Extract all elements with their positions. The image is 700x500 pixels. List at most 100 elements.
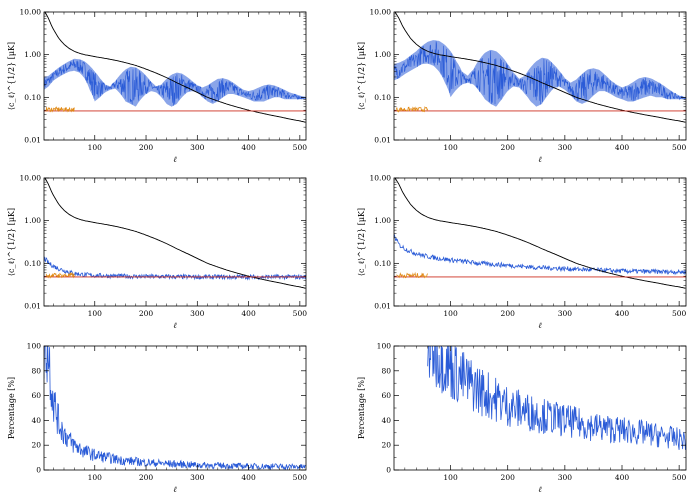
x-tick-label: 500 xyxy=(672,473,687,482)
series-p1-1 xyxy=(44,12,306,123)
axes-frame-p4 xyxy=(393,177,687,307)
x-tick-label: 300 xyxy=(558,143,573,152)
y-tick-label: 80 xyxy=(381,366,391,375)
y-tick-label: 1.00 xyxy=(374,50,391,59)
y-tick-label: 20 xyxy=(381,441,391,450)
plot-area-p1 xyxy=(44,12,306,123)
series-p2-0-line xyxy=(394,41,686,105)
axes-frame-p2 xyxy=(393,11,687,141)
y-axis-label: ⟨c_ℓ⟩^{1/2} [μK] xyxy=(7,208,16,276)
y-tick-label: 60 xyxy=(381,391,391,400)
y-tick-label: 0.10 xyxy=(374,259,391,268)
x-tick-label: 500 xyxy=(293,473,308,482)
y-tick-label: 10.00 xyxy=(20,8,42,17)
y-tick-label: 100 xyxy=(27,342,42,351)
x-tick-label: 300 xyxy=(558,309,573,318)
plot-area-p4 xyxy=(394,178,686,289)
y-tick-label: 0.10 xyxy=(24,259,41,268)
series-p3-3 xyxy=(45,271,75,279)
x-tick-label: 300 xyxy=(190,309,205,318)
y-tick-label: 10.00 xyxy=(370,8,392,17)
x-tick-label: 500 xyxy=(672,309,687,318)
x-axis-label: ℓ xyxy=(173,485,177,494)
y-axis-label: Percentage [%] xyxy=(357,377,366,439)
y-tick-label: 40 xyxy=(31,416,41,425)
x-tick-label: 100 xyxy=(443,143,458,152)
panel-p6: 100 200 300 400 500 0 20 40 60 80 100 ℓ Percentage [… xyxy=(357,342,687,495)
x-tick-label: 400 xyxy=(615,143,630,152)
series-p2-1 xyxy=(394,12,686,123)
x-tick-label: 200 xyxy=(139,473,154,482)
series-p4-3 xyxy=(396,271,429,279)
x-tick-label: 100 xyxy=(88,473,103,482)
x-tick-label: 300 xyxy=(190,143,205,152)
panel-p4: 100 200 300 400 500 0.01 0.10 1.00 10.00 ℓ ⟨c_ℓ⟩^{… xyxy=(357,174,687,331)
y-tick-label: 100 xyxy=(377,342,392,351)
y-tick-label: 1.00 xyxy=(24,50,41,59)
x-tick-label: 500 xyxy=(672,143,687,152)
y-tick-label: 0.01 xyxy=(24,302,41,311)
x-tick-label: 300 xyxy=(558,473,573,482)
y-axis-label: ⟨c_ℓ⟩^{1/2} [μK] xyxy=(7,42,16,110)
plot-area-p3 xyxy=(44,178,306,289)
y-tick-label: 80 xyxy=(31,366,41,375)
y-tick-label: 10.00 xyxy=(20,174,42,183)
panel-p2: 100 200 300 400 500 0.01 0.10 1.00 10.00 ℓ ⟨c_ℓ⟩^{… xyxy=(357,8,687,165)
y-tick-label: 1.00 xyxy=(374,216,391,225)
series-p2-3 xyxy=(395,106,429,113)
series-p1-3 xyxy=(45,106,75,113)
x-tick-label: 500 xyxy=(293,143,308,152)
x-tick-label: 100 xyxy=(443,309,458,318)
plot-area-p2 xyxy=(394,12,686,123)
y-axis-label: Percentage [%] xyxy=(7,377,16,439)
x-tick-label: 200 xyxy=(139,143,154,152)
x-tick-label: 400 xyxy=(615,473,630,482)
y-tick-label: 40 xyxy=(381,416,391,425)
x-tick-label: 400 xyxy=(615,309,630,318)
panel-p3: 100 200 300 400 500 0.01 0.10 1.00 10.00 ℓ ⟨c_ℓ⟩^{… xyxy=(7,174,307,331)
x-tick-label: 200 xyxy=(501,143,516,152)
x-tick-label: 200 xyxy=(501,473,516,482)
y-tick-label: 60 xyxy=(31,391,41,400)
y-tick-label: 0 xyxy=(386,466,391,475)
x-axis-label: ℓ xyxy=(538,485,542,494)
x-tick-label: 300 xyxy=(190,473,205,482)
x-axis-label: ℓ xyxy=(538,321,542,330)
y-tick-label: 20 xyxy=(31,441,41,450)
axes-frame-p1 xyxy=(43,11,307,141)
x-tick-label: 200 xyxy=(139,309,154,318)
y-tick-label: 0.01 xyxy=(24,136,41,145)
series-p4-0 xyxy=(394,233,686,276)
x-tick-label: 400 xyxy=(241,143,256,152)
y-tick-label: 0 xyxy=(36,466,41,475)
x-tick-label: 200 xyxy=(501,309,516,318)
series-p3-1 xyxy=(44,178,306,289)
x-tick-label: 400 xyxy=(241,309,256,318)
x-axis-label: ℓ xyxy=(173,155,177,164)
series-p5-0 xyxy=(44,346,306,470)
series-p3-0 xyxy=(44,256,306,281)
x-tick-label: 400 xyxy=(241,473,256,482)
x-axis-label: ℓ xyxy=(173,321,177,330)
y-tick-label: 10.00 xyxy=(370,174,392,183)
x-tick-label: 100 xyxy=(443,473,458,482)
y-tick-label: 0.01 xyxy=(374,136,391,145)
y-axis-label: ⟨c_ℓ⟩^{1/2} [μK] xyxy=(357,208,366,276)
y-axis-label: ⟨c_ℓ⟩^{1/2} [μK] xyxy=(357,42,366,110)
x-tick-label: 100 xyxy=(88,143,103,152)
y-tick-label: 1.00 xyxy=(24,216,41,225)
panel-p1: 100 200 300 400 500 0.01 0.10 1.00 10.00 ℓ ⟨c_ℓ⟩^{… xyxy=(7,8,307,165)
y-tick-label: 0.10 xyxy=(374,93,391,102)
x-tick-label: 100 xyxy=(88,309,103,318)
axes-frame-p3 xyxy=(43,177,307,307)
series-p1-0-fill xyxy=(44,58,306,107)
panel-p5: 100 200 300 400 500 0 20 40 60 80 100 ℓ Percentage [… xyxy=(7,342,308,495)
plot-area-p6 xyxy=(427,346,686,450)
series-p1-0-line xyxy=(44,59,306,106)
series-p4-1 xyxy=(394,178,686,289)
x-tick-label: 500 xyxy=(293,309,308,318)
series-p6-0 xyxy=(427,346,686,450)
plot-area-p5 xyxy=(44,346,306,470)
x-axis-label: ℓ xyxy=(538,155,542,164)
